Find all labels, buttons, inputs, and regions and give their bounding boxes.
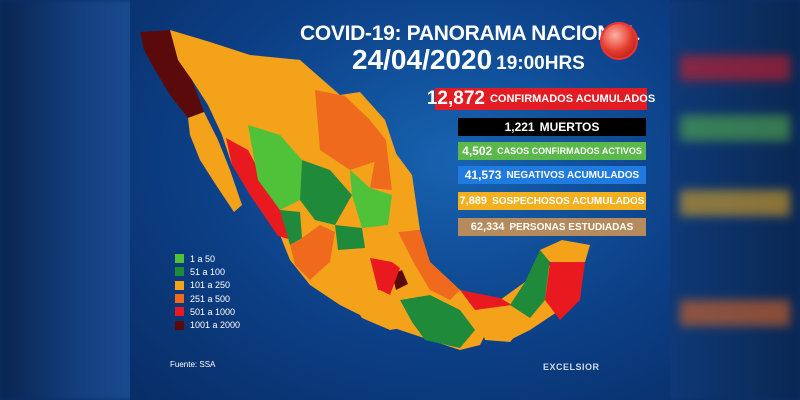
legend-swatch (175, 280, 184, 290)
state-nayarit (280, 210, 302, 245)
legend-label: 1001 a 2000 (190, 320, 241, 331)
state-nuevo-leon (370, 120, 392, 190)
state-san-luis-potosi (350, 170, 392, 228)
report-date: 24/04/2020 19:00HRS (352, 44, 585, 76)
stat-negative: 41,573 NEGATIVOS ACUMULADOS (458, 166, 646, 184)
stat-label: PERSONAS ESTUDIADAS (509, 221, 634, 233)
stat-label: CONFIRMADOS ACUMULADOS (489, 93, 656, 105)
legend-label: 51 a 100 (190, 266, 226, 277)
legend-swatch (175, 254, 184, 264)
stat-active: 4,502 CASOS CONFIRMADOS ACTIVOS (458, 142, 646, 160)
state-michoacan (310, 250, 380, 300)
state-sonora (178, 40, 245, 138)
brand-logo: EXCELSIOR (543, 362, 600, 372)
virus-globe-icon (600, 22, 638, 60)
state-guanajuato (335, 225, 365, 250)
legend-swatch (175, 320, 184, 330)
stat-suspected: 7,889 SOSPECHOSOS ACUMULADOS (458, 192, 646, 210)
blurred-background-left (0, 0, 135, 400)
stat-studied: 62,334 PERSONAS ESTUDIADAS (458, 218, 646, 236)
stat-label: MUERTOS (539, 120, 600, 134)
state-tamaulipas (386, 140, 420, 232)
state-campeche (510, 250, 550, 318)
state-chihuahua (240, 55, 315, 135)
state-jalisco (290, 225, 335, 280)
stat-value: 41,573 (464, 168, 502, 182)
stat-value: 7,889 (459, 195, 488, 207)
state-estado-de-mexico (370, 258, 400, 295)
state-tabasco (460, 290, 512, 310)
legend-swatch (175, 267, 184, 277)
state-guerrero (350, 290, 420, 330)
state-baja-california-sur (188, 112, 242, 212)
legend-swatch (175, 307, 184, 317)
legend-label: 1 a 50 (190, 253, 216, 264)
stat-value: 62,334 (470, 221, 505, 233)
stat-confirmed: 12,872 CONFIRMADOS ACUMULADOS (427, 88, 655, 110)
state-veracruz (398, 230, 460, 300)
state-quintana-roo (545, 262, 585, 320)
state-baja-california (140, 30, 204, 118)
stat-deaths: 1,221 MUERTOS (458, 118, 646, 136)
legend-item: 101 a 250 (175, 279, 240, 292)
legend-item: 501 a 1000 (175, 305, 240, 318)
date-text: 24/04/2020 (352, 44, 493, 75)
state-durango (248, 125, 302, 210)
legend-item: 1001 a 2000 (175, 318, 240, 331)
legend-swatch (175, 294, 184, 304)
state-yucatan (540, 240, 590, 262)
time-text: 19:00HRS (496, 53, 585, 74)
page-title: COVID-19: PANORAMA NACIONAL (300, 22, 640, 45)
blurred-background-right (665, 0, 800, 400)
state-sinaloa (226, 138, 292, 240)
mexico-map (140, 30, 590, 350)
legend-label: 501 a 1000 (190, 306, 236, 317)
legend-item: 251 a 500 (175, 292, 240, 305)
stat-value: 12,872 (426, 88, 485, 109)
legend-label: 251 a 500 (190, 293, 231, 304)
stat-value: 4,502 (462, 144, 493, 158)
source-note: Fuente: SSA (170, 360, 216, 369)
stat-value: 1,221 (504, 120, 535, 134)
map-legend: 1 a 50 51 a 100 101 a 250 251 a 500 501 a 10… (175, 252, 240, 332)
stat-label: CASOS CONFIRMADOS ACTIVOS (497, 146, 642, 156)
infographic: COVID-19: PANORAMA NACIONAL 24/04/2020 19… (130, 0, 670, 400)
state-zacatecas (300, 160, 352, 225)
state-chiapas (475, 305, 525, 342)
legend-item: 51 a 100 (175, 265, 240, 278)
state-oaxaca (400, 295, 475, 348)
state-coahuila (315, 90, 380, 170)
legend-label: 101 a 250 (190, 280, 231, 291)
stat-label: NEGATIVOS ACUMULADOS (506, 169, 640, 181)
legend-item: 1 a 50 (175, 252, 240, 265)
stat-label: SOSPECHOSOS ACUMULADOS (492, 195, 645, 207)
